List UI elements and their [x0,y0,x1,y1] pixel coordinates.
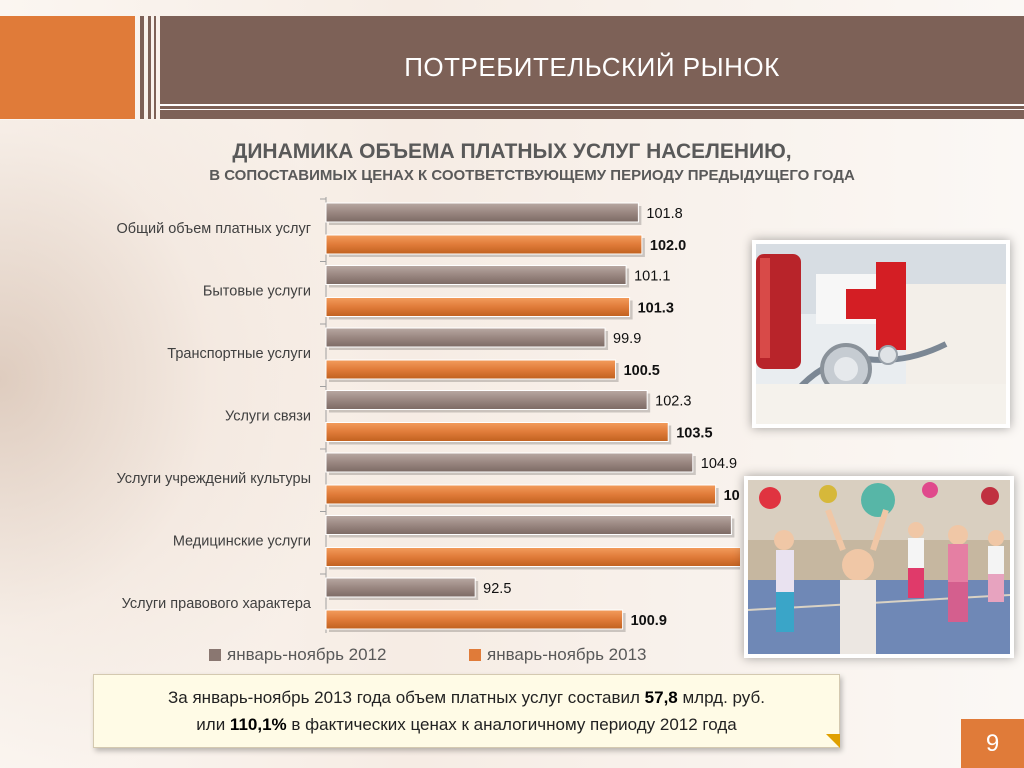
bar-2013 [325,609,624,630]
bar-2012 [325,390,648,410]
bar-chart: Общий объем платных услуг Бытовые услуги Т… [116,197,740,633]
background-glow [0,120,330,768]
note-value-amount: 57,8 [644,688,678,707]
data-label: 101.3 [638,301,674,317]
data-label: 103.5 [676,426,712,442]
data-label: 101.8 [646,206,682,222]
bar-2013 [325,234,643,255]
data-label: 102.0 [650,238,686,254]
header-band [160,16,1024,119]
header-stripe [148,16,151,119]
data-label: 106.2 [724,488,740,504]
category-label: Услуги связи [225,409,311,425]
summary-note: За январь-ноябрь 2013 года объем платных… [93,674,840,748]
bar-2012 [325,202,639,223]
bar-2013 [325,547,740,567]
bar-2013 [325,297,631,317]
legend-swatch-orange [469,649,481,661]
note-text: млрд. руб. [677,688,765,707]
page-number: 9 [961,719,1024,768]
bar-2012 [325,265,627,285]
header-accent-block [0,16,135,119]
category-label: Услуги правового характера [122,596,312,612]
data-label: 100.9 [631,613,667,629]
bar-2013 [325,484,717,505]
data-label: 107.1 [739,519,740,535]
bar-2012 [325,327,606,348]
note-text: За январь-ноябрь 2013 года объем платных… [168,688,645,707]
data-label: 101.1 [634,269,670,285]
header-rule [160,104,1024,106]
chart-title: ДИНАМИКА ОБЪЕМА ПЛАТНЫХ УСЛУГ НАСЕЛЕНИЮ, [232,140,792,163]
medical-photo [752,240,1010,428]
note-value-percent: 110,1% [229,715,287,734]
data-label: 100.5 [624,363,660,379]
category-label: Бытовые услуги [203,284,311,300]
legend-swatch-gray [209,649,221,661]
bar-2013 [325,422,669,442]
legend-item-2012: январь-ноябрь 2012 [209,645,387,665]
bar-2012 [325,515,732,535]
category-label: Общий объем платных услуг [117,221,312,237]
children-gym-photo [744,476,1014,658]
category-label: Услуги учреждений культуры [116,471,311,487]
category-label: Медицинские услуги [173,534,311,550]
legend-label: январь-ноябрь 2012 [227,645,387,664]
category-label: Транспортные услуги [167,346,311,362]
header-stripe [140,16,144,119]
data-label: 99.9 [613,331,641,347]
legend-item-2013: январь-ноябрь 2013 [469,645,647,665]
header-stripe [154,16,156,119]
bar-2012 [325,577,476,598]
bar-2013 [325,359,617,380]
data-label: 104.9 [701,456,737,472]
note-text: или [196,715,230,734]
data-label: 102.3 [655,394,691,410]
bar-2012 [325,452,694,473]
chart-subtitle: В СОПОСТАВИМЫХ ЦЕНАХ К СООТВЕТСТВУЮЩЕМУ … [209,167,855,184]
note-fold-corner [826,734,840,748]
header-rule [160,109,1024,110]
data-label: 92.5 [483,581,511,597]
legend-label: январь-ноябрь 2013 [487,645,647,664]
note-text: в фактических ценах к аналогичному перио… [286,715,737,734]
page-title: ПОТРЕБИТЕЛЬСКИЙ РЫНОК [404,52,780,82]
